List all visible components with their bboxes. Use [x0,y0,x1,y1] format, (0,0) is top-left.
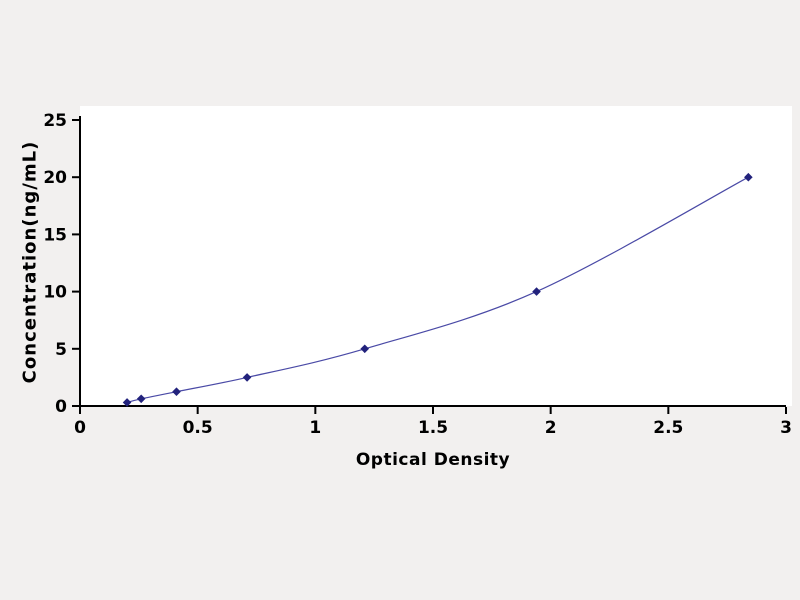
data-point-marker [532,287,541,296]
y-axis-label: Concentration(ng/mL) [19,140,41,384]
x-tick-label: 2.5 [653,418,683,438]
x-tick-label: 0 [74,418,86,438]
curve-line [126,176,749,404]
y-tick-label: 25 [43,111,67,131]
data-point-marker [744,172,753,182]
y-tick-label: 10 [43,283,67,303]
y-tick-label: 0 [55,397,67,417]
data-point-marker [172,387,181,396]
data-point-marker [122,398,132,407]
x-tick-label: 0.5 [183,418,213,438]
x-tick-label: 1 [309,418,321,438]
data-point-marker [242,373,252,382]
x-tick-label: 3 [780,418,792,438]
data-point-marker [360,344,370,354]
x-tick-label: 1.5 [418,418,448,438]
axis-line [79,116,786,407]
y-tick-label: 5 [55,340,67,360]
y-tick-label: 20 [43,168,67,188]
x-tick-label: 2 [545,418,557,438]
data-point-marker [136,394,146,404]
x-axis-label: Optical Density [355,450,511,470]
plot-area [80,106,792,406]
y-tick-label: 15 [43,225,67,245]
